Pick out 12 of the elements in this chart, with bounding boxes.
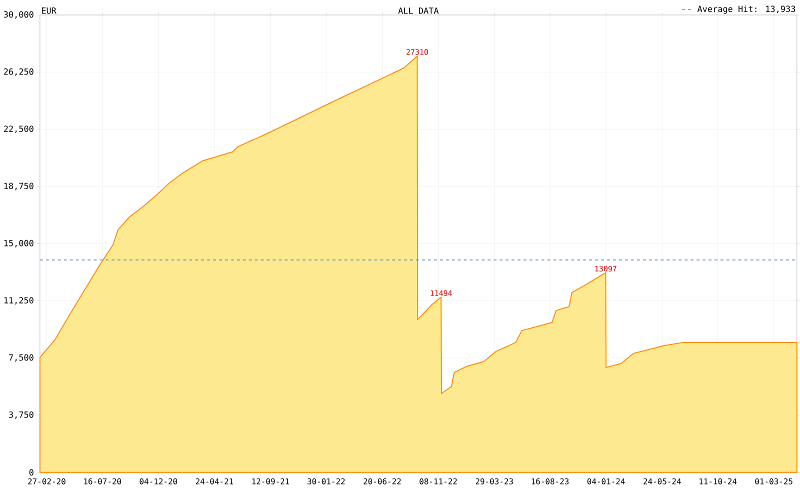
y-tick-label: 18,750 [4,182,34,190]
y-tick-label: 15,000 [4,240,34,248]
legend-label: Average Hit: 13,933 [697,5,796,14]
y-tick-label: 30,000 [4,11,34,19]
chart-subtitle: ALL DATA [398,7,439,14]
y-tick-label: 7,500 [9,354,34,362]
y-tick-label: 0 [29,468,34,476]
y-tick-label: 26,250 [4,68,34,76]
y-tick-label: 22,500 [4,125,34,133]
y-tick-label: 3,750 [9,411,34,419]
y-tick-label: 11,250 [4,296,34,304]
chart-title: EUR [42,7,56,14]
